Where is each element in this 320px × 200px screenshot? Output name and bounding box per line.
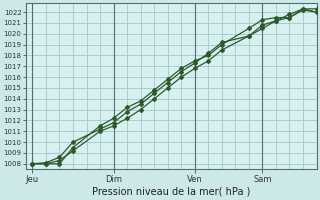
- X-axis label: Pression niveau de la mer( hPa ): Pression niveau de la mer( hPa ): [92, 187, 250, 197]
